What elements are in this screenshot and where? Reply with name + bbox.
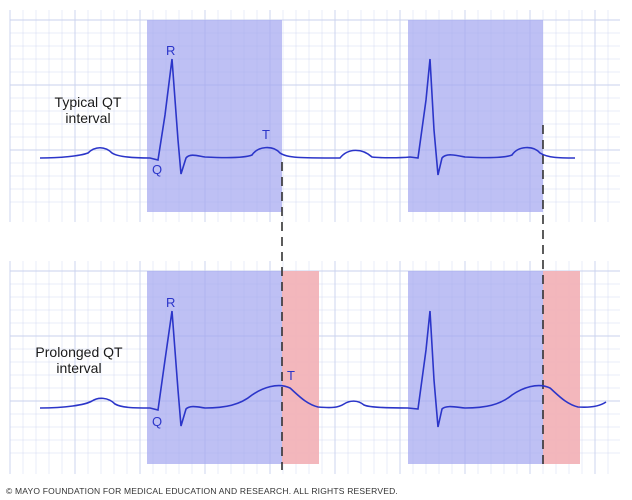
- typical-qt-box-1: [147, 20, 282, 212]
- qt-highlights: [147, 20, 580, 464]
- typical-ecg-trace: [39, 58, 576, 176]
- r-wave-label-prolonged: R: [166, 295, 175, 310]
- q-wave-label-typical: Q: [152, 162, 162, 177]
- prolonged-ecg-trace: [39, 310, 607, 428]
- qt-end-markers: [281, 125, 544, 470]
- r-wave-label-typical: R: [166, 43, 175, 58]
- prolonged-qt-box-1: [147, 271, 282, 464]
- q-wave-label-prolonged: Q: [152, 414, 162, 429]
- typical-qt-label-line2: interval: [65, 110, 110, 126]
- typical-qt-box-2: [408, 20, 543, 212]
- prolonged-qt-box-2: [408, 271, 543, 464]
- prolonged-qt-label-line1: Prolonged QT: [35, 344, 123, 360]
- copyright-notice: © MAYO FOUNDATION FOR MEDICAL EDUCATION …: [6, 486, 398, 496]
- prolongation-box-1: [282, 271, 319, 464]
- prolonged-qt-label-line2: interval: [56, 360, 101, 376]
- t-wave-label-typical: T: [262, 127, 270, 142]
- typical-qt-label-line1: Typical QT: [55, 94, 122, 110]
- t-wave-label-prolonged: T: [287, 368, 295, 383]
- prolongation-box-2: [543, 271, 580, 464]
